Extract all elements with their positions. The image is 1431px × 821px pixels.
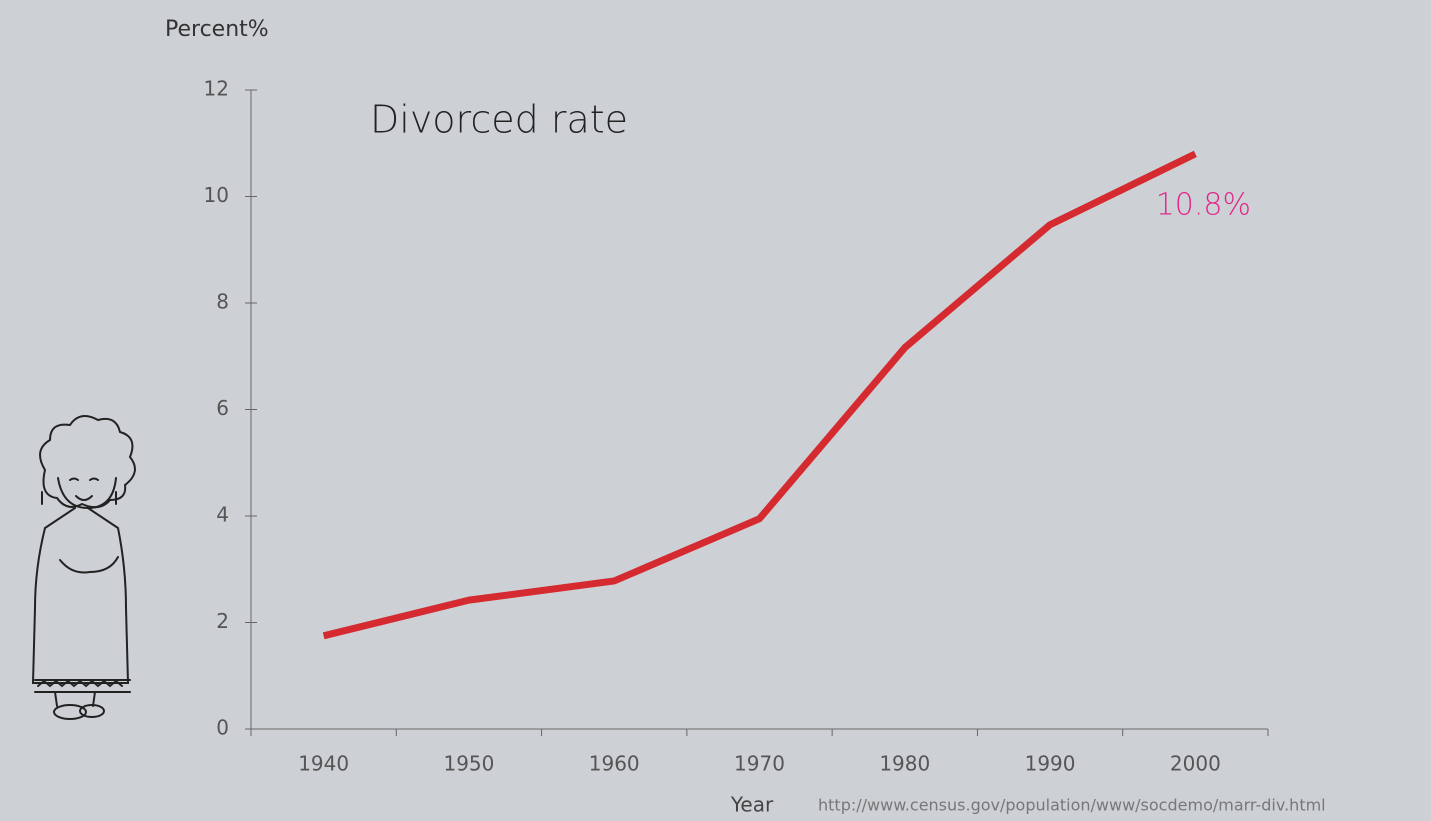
- x-tick-label: 2000: [1170, 752, 1221, 776]
- y-tick-label: 4: [216, 503, 229, 527]
- line: [324, 154, 1196, 636]
- source: http://www.census.gov/population/www/soc…: [818, 796, 1326, 815]
- y-tick-label: 8: [216, 290, 229, 314]
- chart-title: Divorced rate: [370, 98, 628, 142]
- x-tick-label: 1980: [879, 752, 930, 776]
- chart: Percent% Divorced rate Year http://www.c…: [0, 0, 1431, 821]
- x-tick-label: 1960: [589, 752, 640, 776]
- y-tick-label: 6: [216, 396, 229, 420]
- illustration: [33, 416, 135, 719]
- y-tick-label: 10: [204, 183, 229, 207]
- x-tick-label: 1940: [298, 752, 349, 776]
- y-tick-label: 12: [204, 77, 229, 101]
- page: {"chart_data": { "type": "line", "title"…: [0, 0, 1431, 821]
- x-axis-label: Year: [730, 793, 774, 817]
- x-tick-label: 1990: [1025, 752, 1076, 776]
- x-tick-label: 1950: [443, 752, 494, 776]
- x-tick-label: 1970: [734, 752, 785, 776]
- y-tick-label: 0: [216, 716, 229, 740]
- y-tick-label: 2: [216, 609, 229, 633]
- y-axis-label: Percent%: [165, 17, 269, 42]
- value-label: 10.8%: [1156, 187, 1251, 222]
